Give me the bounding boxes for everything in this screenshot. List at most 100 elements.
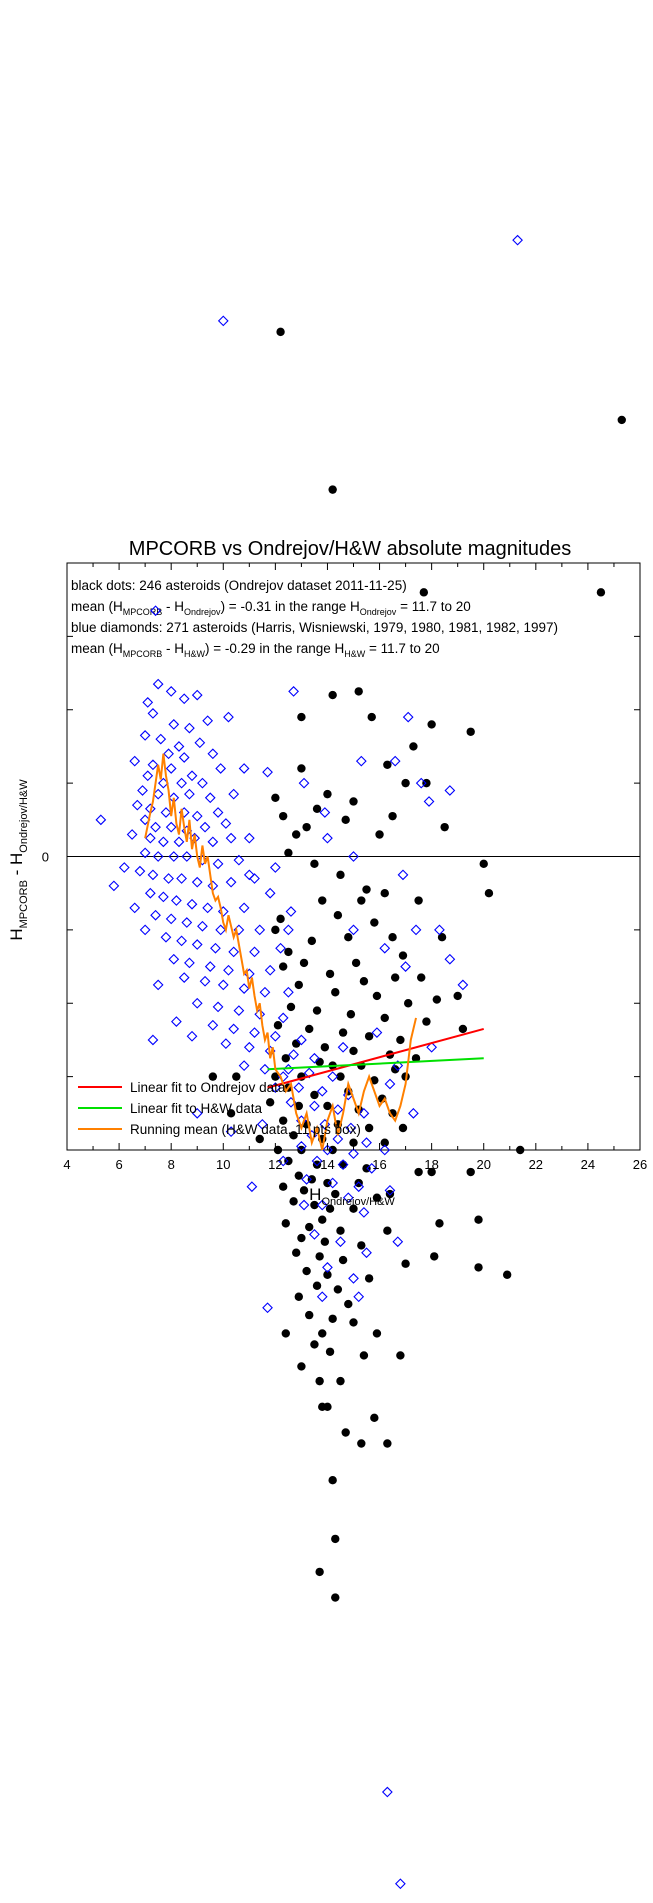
black-dot-point bbox=[315, 1057, 324, 1067]
x-tick-label: 22 bbox=[529, 1157, 543, 1172]
x-tick-label: 12 bbox=[268, 1157, 282, 1172]
blue-diamond-point bbox=[309, 1052, 320, 1064]
blue-diamond-point bbox=[327, 1177, 339, 1189]
black-dot-point bbox=[372, 1329, 382, 1338]
black-dot-point bbox=[466, 1167, 475, 1177]
blue-diamond-point bbox=[444, 953, 456, 965]
legend-label: Linear fit to H&W data bbox=[130, 1101, 263, 1116]
black-dot-point bbox=[310, 859, 319, 869]
blue-diamond-point bbox=[298, 777, 310, 789]
blue-diamond-point bbox=[142, 770, 154, 782]
blue-diamond-point bbox=[225, 876, 237, 888]
blue-diamond-point bbox=[178, 752, 190, 763]
blue-diamond-point bbox=[152, 851, 164, 862]
black-dot-point bbox=[515, 1145, 525, 1155]
blue-diamond-point bbox=[228, 946, 240, 958]
black-dot-point bbox=[294, 1101, 304, 1111]
black-dot-point bbox=[325, 969, 335, 979]
black-dot-point bbox=[310, 1340, 319, 1349]
blue-diamond-point bbox=[131, 799, 143, 811]
blue-diamond-point bbox=[238, 763, 250, 774]
black-dot-point bbox=[336, 1226, 345, 1235]
black-dot-point bbox=[286, 1002, 296, 1012]
blue-diamond-point bbox=[168, 953, 180, 965]
blue-diamond-point bbox=[171, 1016, 182, 1027]
black-dot-point bbox=[208, 1072, 218, 1081]
black-dot-point bbox=[351, 958, 361, 968]
blue-diamond-point bbox=[176, 873, 187, 884]
blue-diamond-point bbox=[163, 748, 174, 760]
blue-diamond-point bbox=[215, 763, 227, 774]
blue-diamond-point bbox=[243, 832, 255, 844]
fit-lines bbox=[144, 753, 484, 1151]
blue-diamond-point bbox=[358, 1206, 370, 1218]
black-dot-point bbox=[289, 1131, 298, 1140]
black-dot-point bbox=[323, 1270, 332, 1279]
black-dot-point bbox=[323, 789, 332, 799]
blue-diamond-point bbox=[139, 730, 151, 741]
black-dot-point bbox=[364, 1032, 374, 1041]
black-dot-point bbox=[417, 973, 426, 982]
black-dot-point bbox=[357, 896, 366, 905]
black-dot-point bbox=[370, 918, 379, 927]
series-black-dots bbox=[208, 327, 626, 1602]
black-dot-point bbox=[325, 1347, 335, 1356]
black-dot-point bbox=[370, 1076, 379, 1085]
blue-diamond-point bbox=[296, 1034, 307, 1046]
blue-diamond-point bbox=[223, 711, 234, 723]
annotation-line-4: mean (HMPCORB - HH&W) = -0.29 in the ran… bbox=[71, 641, 440, 659]
blue-diamond-point bbox=[283, 924, 294, 936]
black-dot-point bbox=[232, 1072, 241, 1081]
x-tick-label: 4 bbox=[63, 1157, 70, 1172]
x-tick-label: 18 bbox=[424, 1157, 438, 1172]
y-tick-label: 0 bbox=[42, 850, 49, 865]
black-dot-point bbox=[401, 778, 410, 788]
blue-diamond-point bbox=[316, 1085, 328, 1097]
blue-diamond-point bbox=[197, 920, 208, 932]
blue-diamond-point bbox=[322, 1262, 333, 1273]
x-tick-label: 16 bbox=[372, 1157, 386, 1172]
blue-diamond-point bbox=[348, 1148, 359, 1160]
blue-diamond-point bbox=[426, 1041, 438, 1053]
blue-diamond-point bbox=[220, 818, 232, 829]
blue-diamond-point bbox=[249, 1027, 260, 1038]
blue-diamond-point bbox=[309, 1229, 320, 1240]
black-dot-point bbox=[466, 727, 475, 736]
black-dot-point bbox=[437, 933, 447, 942]
black-dot-point bbox=[349, 1046, 358, 1056]
running-mean-line bbox=[144, 753, 417, 1151]
hw-fit-line bbox=[267, 1057, 484, 1071]
black-dot-point bbox=[364, 1123, 374, 1133]
blue-diamond-point bbox=[233, 854, 245, 866]
blue-diamond-point bbox=[186, 770, 198, 782]
black-dot-point bbox=[318, 1215, 327, 1224]
black-dot-point bbox=[312, 804, 322, 814]
black-dot-point bbox=[297, 712, 306, 722]
black-dot-point bbox=[281, 1329, 290, 1338]
x-tick-label: 20 bbox=[476, 1157, 490, 1172]
black-dot-point bbox=[349, 1138, 358, 1147]
black-dot-point bbox=[458, 1024, 468, 1034]
black-dot-point bbox=[305, 1222, 314, 1232]
blue-diamond-point bbox=[178, 693, 190, 705]
x-tick-label: 14 bbox=[320, 1157, 334, 1172]
black-dot-point bbox=[278, 1182, 288, 1191]
blue-diamond-point bbox=[184, 788, 195, 800]
black-dot-point bbox=[302, 822, 311, 832]
blue-diamond-point bbox=[335, 1236, 346, 1248]
blue-diamond-point bbox=[95, 814, 107, 826]
blue-diamond-point bbox=[332, 1104, 344, 1116]
black-dot-point bbox=[294, 1292, 304, 1301]
blue-diamond-point bbox=[157, 891, 169, 903]
blue-diamond-point bbox=[319, 807, 331, 818]
x-axis-label: HOndrejov/H&W bbox=[309, 1185, 395, 1208]
black-dot-point bbox=[328, 1475, 337, 1485]
black-dot-point bbox=[294, 980, 304, 990]
black-dot-point bbox=[349, 1318, 358, 1327]
blue-diamond-point bbox=[397, 869, 409, 881]
blue-diamond-point bbox=[296, 1140, 307, 1152]
black-dot-point bbox=[344, 933, 353, 942]
black-dot-point bbox=[312, 1160, 322, 1169]
blue-diamond-point bbox=[395, 1878, 406, 1890]
black-dot-point bbox=[331, 1189, 340, 1199]
